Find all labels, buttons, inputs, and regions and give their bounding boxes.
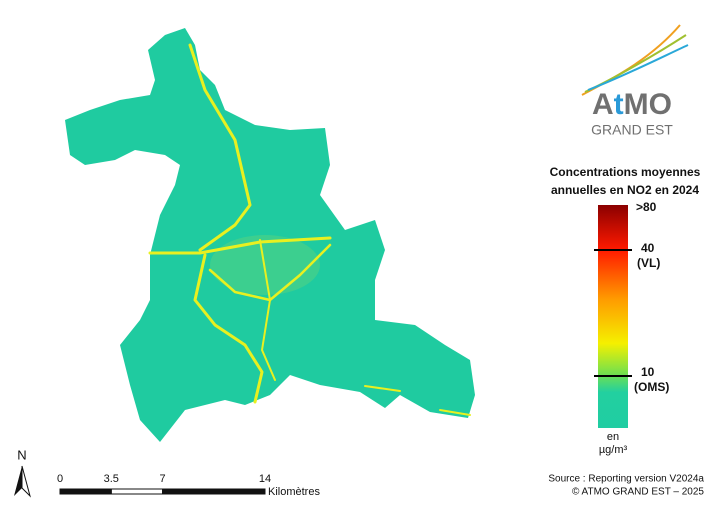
legend-label: (VL) [637, 256, 660, 270]
road [193, 253, 264, 404]
logo-part: A [592, 88, 614, 121]
source: Source : Reporting version V2024a [548, 474, 704, 485]
north-arrow-shape [21, 465, 31, 498]
road [439, 409, 471, 416]
road [188, 43, 252, 252]
legend-unit: en [607, 431, 619, 443]
road [364, 385, 401, 392]
logo: AtMO GRAND EST [581, 24, 689, 138]
logo-part: t [614, 88, 624, 121]
color-bar [598, 205, 628, 428]
logo-swoosh [581, 24, 681, 96]
north-arrow: N [14, 447, 31, 498]
north-arrow-shape [14, 466, 22, 496]
road [148, 236, 332, 255]
scale-segment [59, 488, 112, 495]
scale-segment [162, 488, 266, 495]
scale-tick-label: 7 [159, 473, 165, 485]
map [65, 28, 475, 442]
logo-part: MO [624, 88, 672, 121]
region-area [65, 28, 475, 442]
legend-title: annuelles en NO2 en 2024 [551, 183, 699, 197]
legend-label: (OMS) [634, 380, 669, 394]
scale-tick-label: 14 [259, 473, 271, 485]
legend-unit: µg/m³ [599, 444, 628, 456]
scale-unit: Kilomètres [268, 486, 320, 498]
north-label: N [17, 447, 26, 462]
source: © ATMO GRAND EST – 2025 [572, 487, 704, 498]
scale-tick-label: 0 [57, 473, 63, 485]
legend-label: 40 [641, 241, 655, 255]
legend-label: >80 [636, 200, 657, 214]
logo-region: GRAND EST [591, 122, 673, 138]
legend: Concentrations moyennes annuelles en NO2… [550, 165, 701, 456]
legend-title: Concentrations moyennes [550, 165, 701, 179]
road [259, 239, 276, 381]
legend-label: 10 [641, 365, 655, 379]
logo-swoosh [587, 44, 689, 91]
scale-segment [110, 488, 163, 495]
logo-name: AtMO [592, 88, 672, 121]
scale-tick-label: 3.5 [104, 473, 119, 485]
